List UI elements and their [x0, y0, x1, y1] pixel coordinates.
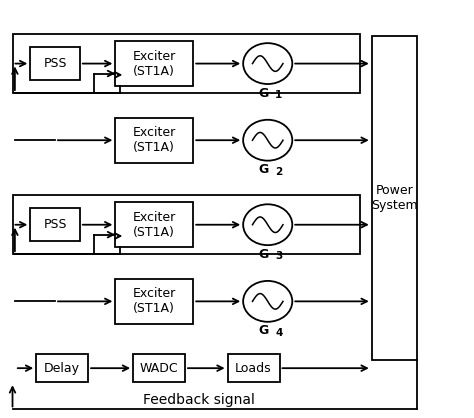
Text: Exciter
(ST1A): Exciter (ST1A)	[133, 50, 176, 78]
Text: 4: 4	[275, 328, 283, 338]
Bar	[12, 195, 360, 254]
Bar	[372, 36, 417, 360]
Text: Feedback signal: Feedback signal	[143, 393, 255, 408]
Bar	[30, 208, 80, 242]
Text: $\mathbf{G}$: $\mathbf{G}$	[258, 324, 270, 337]
Text: Exciter
(ST1A): Exciter (ST1A)	[133, 211, 176, 239]
Bar	[115, 202, 193, 247]
Text: Loads: Loads	[235, 362, 272, 375]
Bar	[12, 34, 360, 93]
Text: 1: 1	[275, 90, 283, 100]
Bar	[133, 354, 185, 382]
Bar	[228, 354, 280, 382]
Bar	[115, 279, 193, 324]
Bar	[115, 117, 193, 163]
Text: PSS: PSS	[43, 57, 67, 70]
Text: WADC: WADC	[140, 362, 178, 375]
Bar	[36, 354, 88, 382]
Text: Delay: Delay	[44, 362, 80, 375]
Text: Exciter
(ST1A): Exciter (ST1A)	[133, 287, 176, 315]
Bar	[30, 47, 80, 80]
Text: $\mathbf{G}$: $\mathbf{G}$	[258, 248, 270, 261]
Text: PSS: PSS	[43, 218, 67, 231]
Text: 2: 2	[275, 167, 283, 177]
Text: $\mathbf{G}$: $\mathbf{G}$	[258, 163, 270, 176]
Text: 3: 3	[275, 251, 283, 261]
Text: Exciter
(ST1A): Exciter (ST1A)	[133, 126, 176, 154]
Text: $\mathbf{G}$: $\mathbf{G}$	[258, 87, 270, 100]
Bar	[115, 41, 193, 86]
Text: Power
System: Power System	[371, 184, 418, 212]
